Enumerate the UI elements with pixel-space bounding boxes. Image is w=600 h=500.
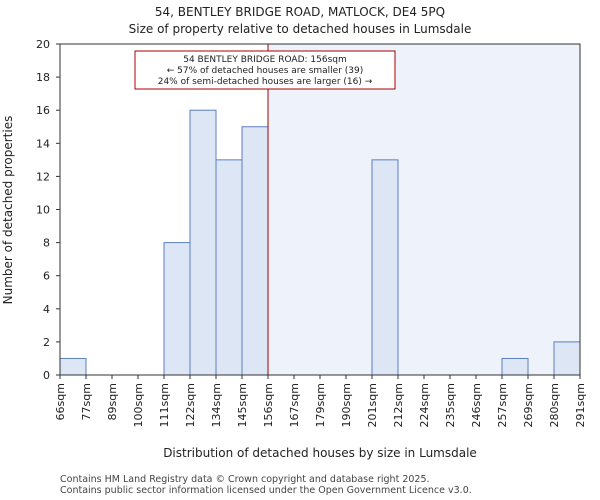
y-axis: 0 2 4 6 8 10 12 14 16 18 20: [36, 38, 60, 382]
x-tick-label: 201sqm: [366, 383, 379, 427]
x-tick-label: 269sqm: [522, 383, 535, 427]
x-tick-label: 66sqm: [54, 383, 67, 420]
x-tick-label: 134sqm: [210, 383, 223, 427]
x-tick-label: 89sqm: [106, 383, 119, 420]
annotation-line-1: 54 BENTLEY BRIDGE ROAD: 156sqm: [183, 55, 347, 65]
y-tick-label: 18: [36, 71, 50, 84]
annotation-frame: [134, 50, 396, 90]
y-tick-label: 10: [36, 204, 50, 217]
y-tick-label: 6: [43, 270, 50, 283]
plot-frame: [59, 43, 581, 376]
x-tick-label: 190sqm: [340, 383, 353, 427]
bar-134sqm: [215, 159, 243, 376]
footer-line-2: Contains public sector information licen…: [60, 485, 472, 496]
y-tick-label: 16: [36, 104, 50, 117]
x-tick-label: 246sqm: [470, 383, 483, 427]
annotation-box: 54 BENTLEY BRIDGE ROAD: 156sqm← 57% of d…: [134, 50, 396, 90]
x-tick-label: 257sqm: [496, 383, 509, 427]
bar-145sqm: [241, 126, 269, 376]
chart-title: 54, BENTLEY BRIDGE ROAD, MATLOCK, DE4 5P…: [155, 5, 445, 19]
y-tick-label: 2: [43, 336, 50, 349]
x-tick-label: 212sqm: [392, 383, 405, 427]
y-tick-label: 4: [43, 303, 50, 316]
y-tick-label: 0: [43, 369, 50, 382]
bar-122sqm: [189, 109, 217, 376]
annotation-line-3: 24% of semi-detached houses are larger (…: [158, 77, 373, 87]
x-tick-label: 145sqm: [236, 383, 249, 427]
x-tick-label: 280sqm: [548, 383, 561, 427]
x-tick-label: 291sqm: [574, 383, 587, 427]
footer-line-1: Contains HM Land Registry data © Crown c…: [60, 474, 430, 485]
x-tick-label: 122sqm: [184, 383, 197, 427]
y-tick-label: 12: [36, 170, 50, 183]
bar-66sqm: [59, 357, 87, 376]
x-tick-label: 156sqm: [262, 383, 275, 427]
x-axis-label: Distribution of detached houses by size …: [163, 446, 477, 460]
bars-group: [59, 109, 581, 376]
highlight-region: [268, 44, 580, 375]
x-tick-label: 77sqm: [80, 383, 93, 420]
x-tick-label: 100sqm: [132, 383, 145, 427]
x-axis: 66sqm 77sqm 89sqm 100sqm 111sqm 122sqm 134sqm 1…: [54, 375, 587, 427]
y-axis-label: Number of detached properties: [1, 116, 15, 305]
x-tick-label: 235sqm: [444, 383, 457, 427]
y-tick-label: 20: [36, 38, 50, 51]
x-tick-label: 224sqm: [418, 383, 431, 427]
x-tick-label: 167sqm: [288, 383, 301, 427]
annotation-line-2: ← 57% of detached houses are smaller (39…: [167, 66, 364, 76]
y-tick-label: 8: [43, 237, 50, 250]
bar-280sqm: [553, 341, 581, 376]
bar-111sqm: [163, 242, 191, 376]
x-tick-label: 111sqm: [158, 383, 171, 427]
bar-201sqm: [371, 159, 399, 376]
y-tick-label: 14: [36, 137, 50, 150]
x-tick-label: 179sqm: [314, 383, 327, 427]
chart-subtitle: Size of property relative to detached ho…: [129, 22, 472, 36]
bar-257sqm: [501, 357, 529, 376]
